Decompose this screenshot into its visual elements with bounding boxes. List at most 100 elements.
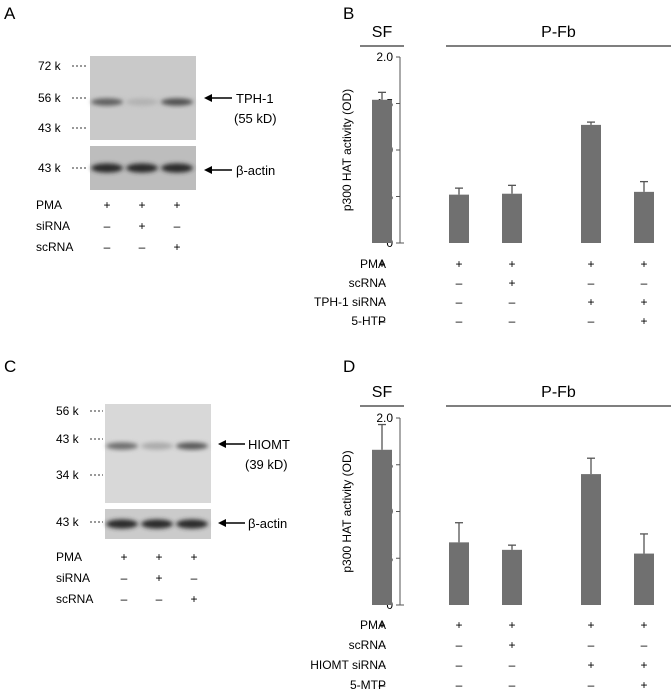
condition-sign: – [588,638,595,652]
condition-label: PMA [56,550,82,564]
condition-sign: – [588,276,595,290]
condition-label: siRNA [56,571,90,585]
condition-sign: + [173,240,180,254]
bar [502,549,522,605]
condition-sign: – [379,276,386,290]
condition-sign: + [190,550,197,564]
blot-c-marker-34: 34 k [56,468,80,482]
bar [449,542,469,605]
condition-sign: + [378,618,385,632]
condition-sign: – [456,658,463,672]
condition-sign: – [121,571,128,585]
condition-sign: – [456,295,463,309]
condition-sign: – [104,240,111,254]
panel-d-letter: D [343,357,355,376]
condition-sign: – [379,314,386,328]
condition-sign: + [155,571,162,585]
condition-sign: + [587,257,594,271]
condition-sign: – [588,678,595,692]
condition-sign: + [508,618,515,632]
condition-sign: + [120,550,127,564]
condition-label: TPH-1 siRNA [314,295,386,309]
condition-sign: + [103,198,110,212]
condition-sign: – [456,314,463,328]
condition-sign: – [509,314,516,328]
condition-label: scRNA [349,638,386,652]
blot-c-marker-56: 56 k [56,404,80,418]
condition-sign: – [456,638,463,652]
condition-sign: – [509,658,516,672]
bar [634,191,654,243]
condition-sign: – [379,638,386,652]
panel-c-letter: C [4,357,16,376]
arrow-icon [218,440,226,448]
actin-band [161,163,193,173]
blot-c-actin-marker: 43 k [56,515,80,529]
blot-band [141,442,173,450]
bar [581,124,601,243]
condition-sign: – [139,240,146,254]
condition-label: scRNA [349,276,386,290]
condition-sign: – [456,276,463,290]
condition-sign: + [508,276,515,290]
actin-band [141,519,173,529]
bar [502,193,522,243]
blot-a-marker-43: 43 k [38,121,62,135]
group-label: SF [372,384,393,401]
panel-c: C 56 k 43 k 34 k 43 k HIOMT (39 kD) β-ac… [4,357,290,606]
condition-sign: – [104,219,111,233]
blot-c-conditions: PMA + + + siRNA – + – scRNA – – + [56,550,198,606]
blot-a-target [90,56,196,140]
condition-label: PMA [36,198,62,212]
condition-label: PMA [360,257,386,271]
condition-sign: + [640,678,647,692]
group-label: P-Fb [541,384,576,401]
condition-label: scRNA [56,592,93,606]
blot-band [126,98,158,106]
y-axis-label: p300 HAT activity (OD) [340,89,354,211]
condition-sign: + [455,618,462,632]
actin-band [176,519,208,529]
condition-sign: + [640,658,647,672]
condition-label: 5-HTP [351,314,386,328]
condition-sign: – [121,592,128,606]
blot-band [106,442,138,450]
actin-band [91,163,123,173]
bar [581,474,601,605]
blot-a-bands [91,98,193,173]
condition-label: PMA [360,618,386,632]
group-label: P-Fb [541,24,576,41]
condition-sign: – [456,678,463,692]
blot-a-actin-marker: 43 k [38,161,62,175]
condition-sign: + [155,550,162,564]
condition-sign: – [588,314,595,328]
condition-sign: + [138,219,145,233]
bar [634,553,654,605]
blot-a-actin-label: β-actin [236,163,275,178]
condition-label: 5-MTP [350,678,386,692]
condition-sign: – [191,571,198,585]
condition-sign: + [508,638,515,652]
group-label: SF [372,24,393,41]
blot-c-marker-43: 43 k [56,432,80,446]
arrow-icon [204,166,212,174]
blot-band [176,442,208,450]
condition-sign: – [641,276,648,290]
actin-band [106,519,138,529]
condition-sign: + [190,592,197,606]
condition-sign: + [640,618,647,632]
blot-band [91,98,123,106]
y-tick-label: 2.0 [376,411,393,425]
blot-band [161,98,193,106]
panel-b-letter: B [343,4,354,23]
condition-sign: + [587,295,594,309]
condition-label: HIOMT siRNA [310,658,386,672]
condition-sign: + [508,257,515,271]
condition-label: scRNA [36,240,73,254]
y-axis-label: p300 HAT activity (OD) [340,450,354,572]
